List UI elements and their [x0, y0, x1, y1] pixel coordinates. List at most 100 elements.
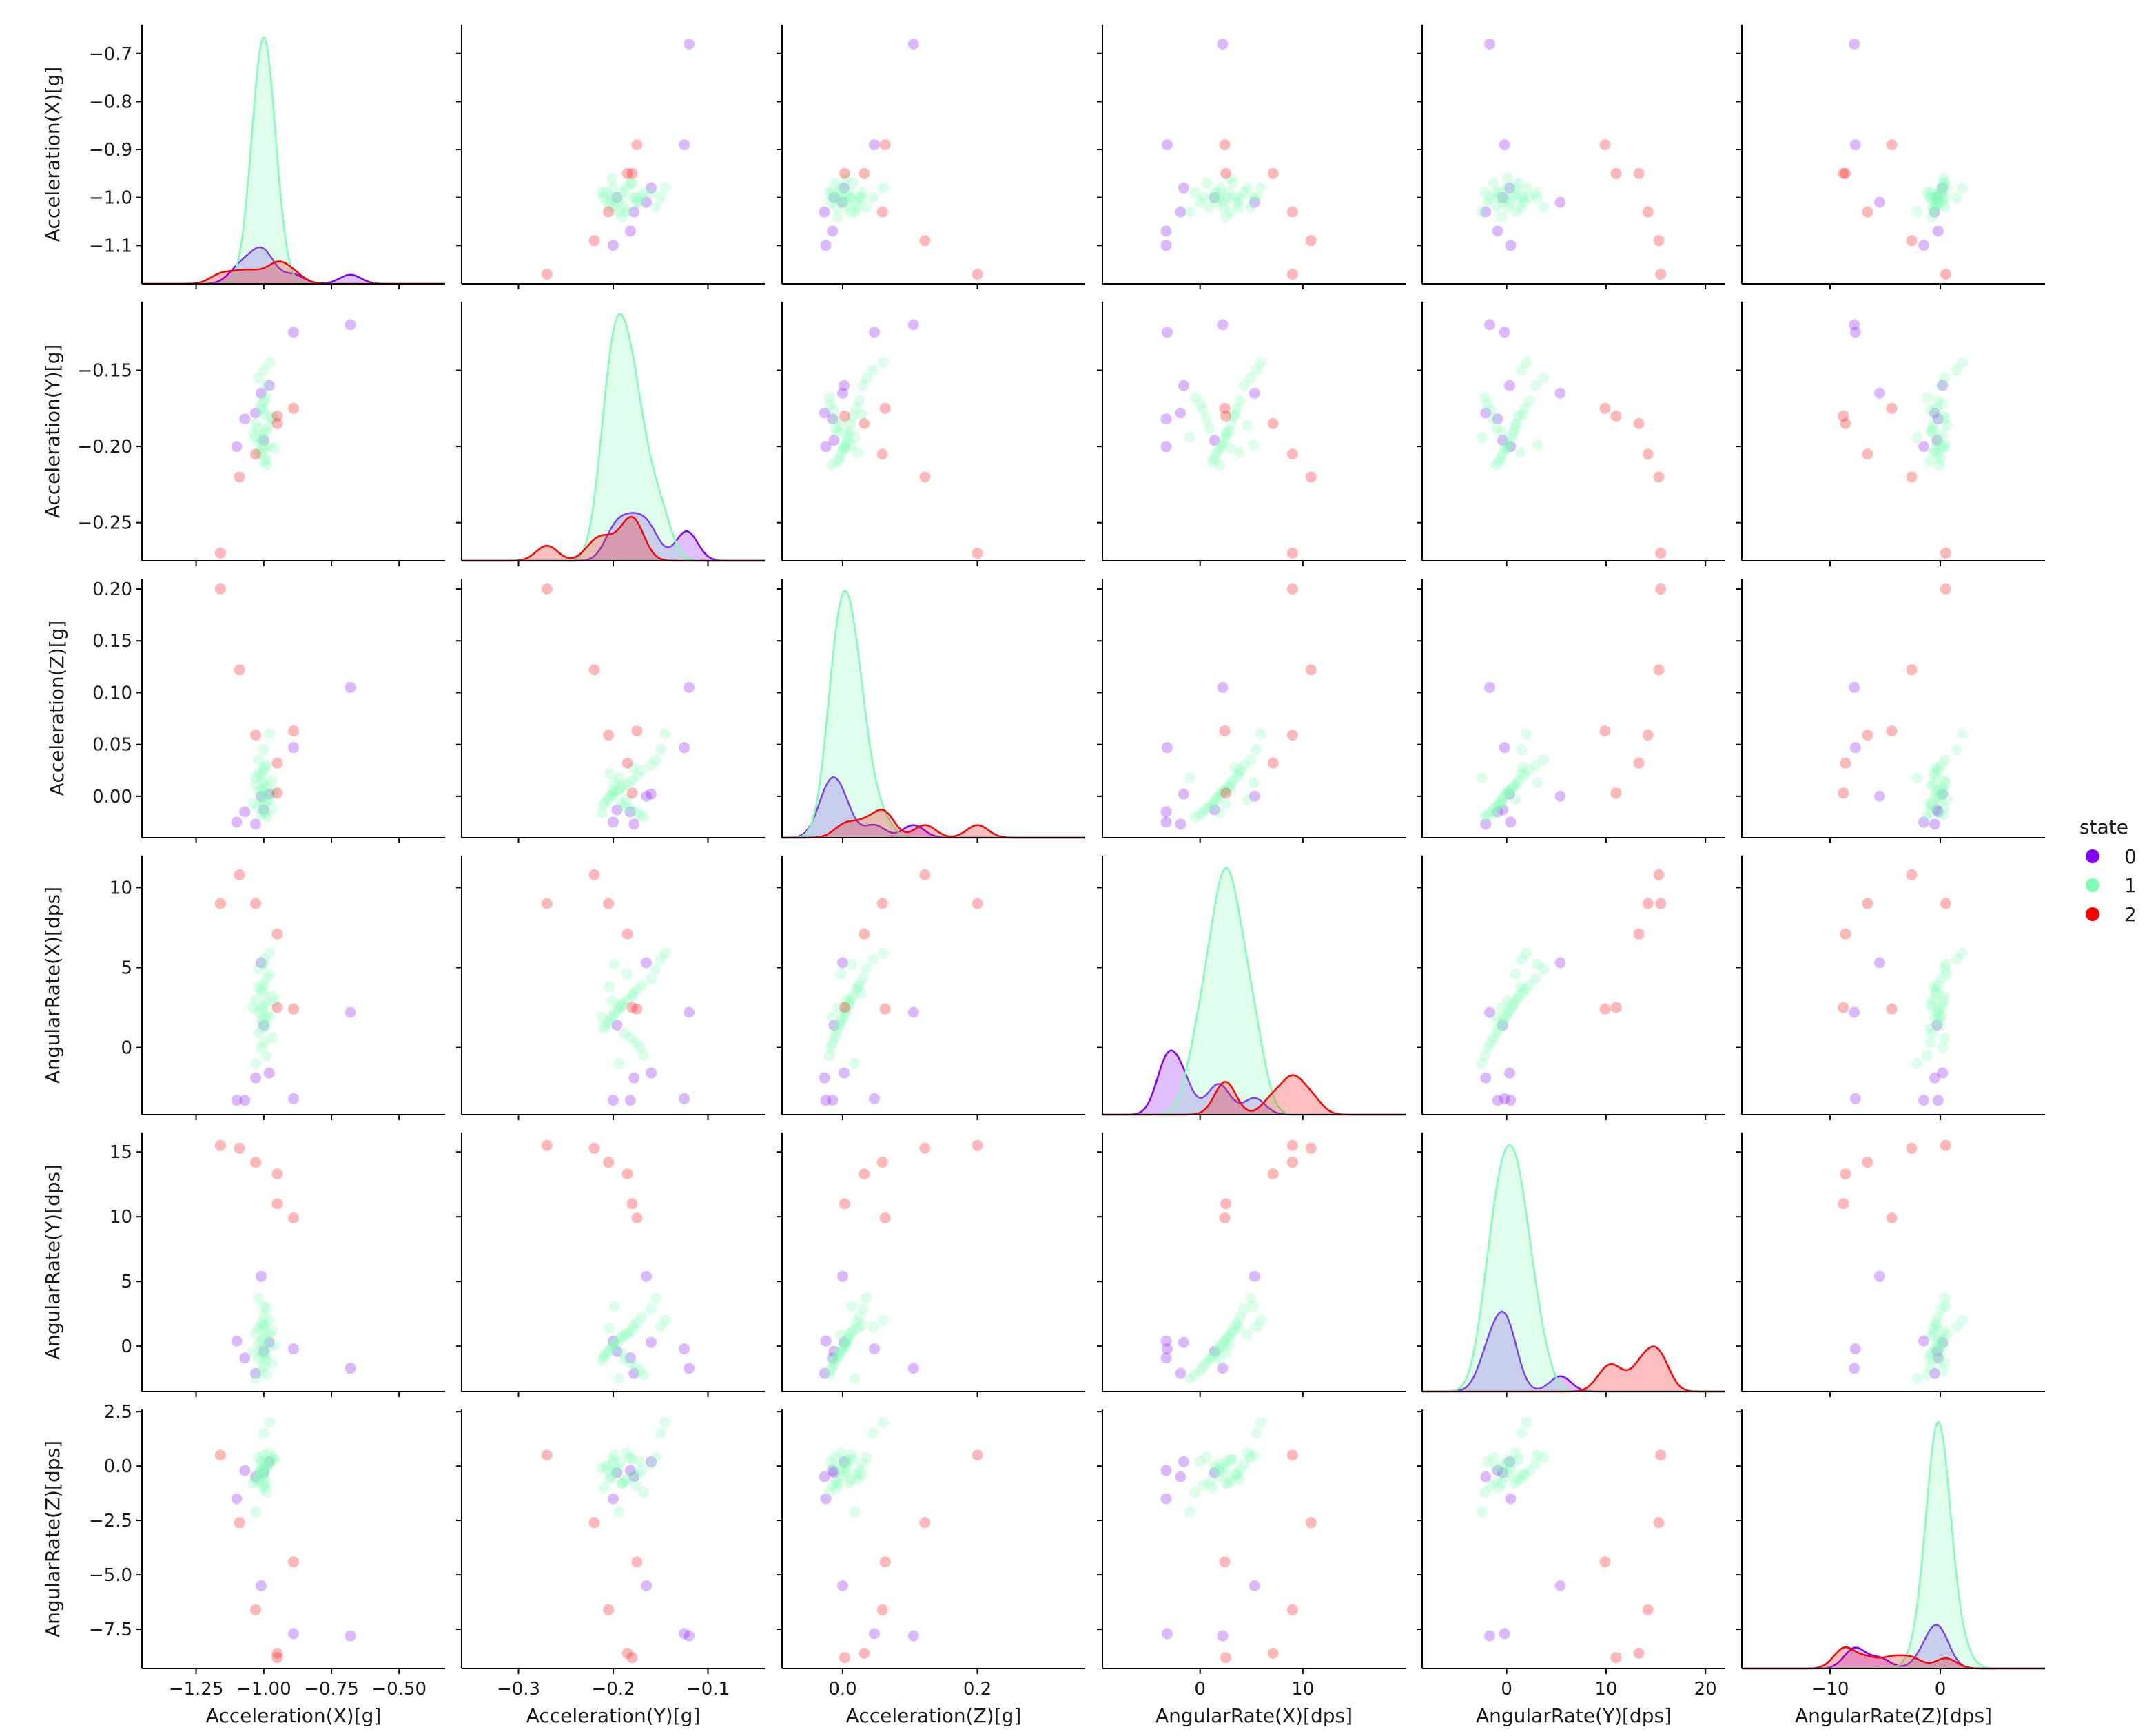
scatter-point-s1-5: [850, 1469, 862, 1480]
scatter-point-s1-28: [826, 459, 838, 471]
scatter-point-s1-24: [627, 1469, 639, 1480]
panel-4-5: [1736, 1133, 2045, 1397]
scatter-point-s0-5: [839, 182, 850, 194]
scatter-point-s2-2: [1305, 1142, 1317, 1154]
scatter-point-s0-3: [624, 1352, 636, 1364]
scatter-point-s0-4: [1554, 196, 1566, 208]
scatter-point-s1-7: [1511, 206, 1522, 218]
scatter-point-s0-1: [288, 327, 299, 338]
scatter-point-s1-25: [1938, 172, 1949, 184]
scatter-point-s1-19: [1924, 192, 1936, 203]
scatter-point-s1-18: [624, 177, 636, 189]
x-tick-label: 0.2: [963, 1679, 992, 1699]
scatter-point-s0-6: [1175, 1367, 1186, 1379]
scatter-point-s0-5: [646, 1336, 657, 1348]
scatter-point-s1-15: [1209, 1460, 1220, 1472]
scatter-point-s1-18: [829, 1357, 841, 1369]
y-tick-label: −0.20: [77, 437, 132, 457]
scatter-point-s1-1: [867, 953, 879, 965]
panel-3-1: [456, 856, 765, 1120]
scatter-point-s1-24: [856, 1469, 867, 1480]
scatter-point-s1-10: [1933, 1003, 1945, 1015]
scatter-point-s1-20: [1937, 1365, 1949, 1376]
scatter-point-s1-15: [1495, 796, 1506, 807]
scatter-point-s1-20: [1194, 398, 1206, 410]
scatter-point-s0-3: [1932, 806, 1944, 818]
scatter-point-s1-4: [258, 765, 269, 776]
scatter-point-s1-21: [1479, 187, 1490, 198]
scatter-point-s0-5: [646, 1067, 657, 1079]
scatter-point-s0-1: [869, 1343, 880, 1354]
y-axis-label: AngularRate(Z)[dps]: [41, 1440, 64, 1637]
scatter-point-s0-6: [628, 206, 640, 218]
scatter-point-s0-2: [1918, 441, 1929, 453]
scatter-point-s1-13: [837, 1343, 848, 1354]
scatter-point-s1-13: [1499, 444, 1510, 455]
scatter-point-s1-27: [258, 439, 269, 451]
scatter-point-s0-5: [646, 182, 657, 194]
scatter-point-s1-6: [266, 1454, 278, 1465]
scatter-point-s1-3: [1530, 187, 1541, 198]
scatter-point-s0-1: [1499, 1628, 1510, 1640]
legend-label-1: 1: [2124, 874, 2137, 897]
scatter-point-s1-19: [630, 1361, 641, 1373]
scatter-point-s1-28: [1490, 187, 1501, 198]
scatter-point-s1-5: [255, 769, 267, 781]
scatter-point-s1-18: [624, 1032, 636, 1044]
scatter-point-s1-9: [1937, 1000, 1949, 1012]
scatter-point-s1-3: [1238, 759, 1250, 771]
scatter-point-s1-29: [1233, 767, 1245, 779]
scatter-point-s2-5: [859, 417, 870, 429]
scatter-point-s1-6: [847, 177, 859, 189]
scatter-point-s0-7: [258, 804, 269, 816]
scatter-point-s0-7: [1497, 1467, 1508, 1478]
scatter-point-s1-28: [596, 1463, 608, 1474]
scatter-point-s0-7: [1931, 1345, 1943, 1357]
scatter-point-s0-2: [608, 1493, 619, 1505]
scatter-point-s1-23: [1242, 420, 1253, 431]
scatter-point-s1-3: [1935, 187, 1947, 198]
scatter-point-s1-26: [1926, 798, 1938, 809]
scatter-point-s2-2: [1906, 1142, 1918, 1154]
scatter-point-s0-7: [258, 435, 269, 446]
scatter-point-s1-20: [255, 1456, 267, 1467]
scatter-point-s1-5: [1930, 984, 1942, 995]
scatter-point-s1-27: [845, 1300, 857, 1312]
scatter-point-s1-3: [646, 973, 657, 984]
scatter-point-s0-4: [1249, 1580, 1260, 1591]
scatter-point-s1-11: [839, 1467, 851, 1478]
panel-4-3: [1097, 1133, 1406, 1397]
scatter-point-s1-12: [1935, 788, 1947, 800]
scatter-point-s0-4: [837, 1580, 848, 1591]
scatter-point-s1-18: [1939, 177, 1951, 189]
kde-area-0: [142, 247, 445, 284]
scatter-point-s1-0: [263, 728, 275, 740]
scatter-point-s2-4: [876, 1604, 888, 1615]
scatter-point-s0-0: [907, 38, 919, 50]
scatter-point-s1-15: [260, 796, 272, 807]
scatter-point-s1-10: [255, 433, 267, 445]
scatter-point-s1-10: [1505, 433, 1517, 445]
panel-5-5: −10 0 AngularRate(Z)[dps]: [1736, 1409, 2045, 1727]
scatter-point-s1-20: [1482, 809, 1494, 820]
scatter-point-s1-15: [260, 453, 272, 464]
scatter-point-s2-0: [541, 1139, 553, 1151]
scatter-point-s1-8: [843, 426, 855, 437]
scatter-point-s1-10: [612, 1003, 624, 1015]
y-axis-label: AngularRate(Y)[dps]: [41, 1164, 64, 1360]
panel-0-0: −1.1 −1.0 −0.9 −0.8 −0.7 Acceleration(X)[g]: [41, 25, 445, 289]
scatter-point-s1-29: [604, 981, 615, 993]
scatter-point-s0-0: [345, 1363, 356, 1374]
scatter-point-s1-20: [1194, 1365, 1206, 1376]
scatter-point-s1-9: [1221, 192, 1233, 203]
scatter-point-s0-0: [1217, 319, 1229, 331]
scatter-point-s1-5: [850, 1317, 862, 1329]
scatter-point-s0-0: [1849, 38, 1860, 50]
y-tick-label: 0.0: [104, 1456, 132, 1477]
scatter-point-s1-1: [258, 364, 269, 376]
scatter-point-s1-27: [1940, 439, 1951, 451]
scatter-point-s1-23: [835, 968, 847, 980]
panel-2-1: [456, 579, 765, 843]
scatter-point-s2-5: [1840, 417, 1851, 429]
scatter-point-s1-6: [1512, 1454, 1524, 1465]
